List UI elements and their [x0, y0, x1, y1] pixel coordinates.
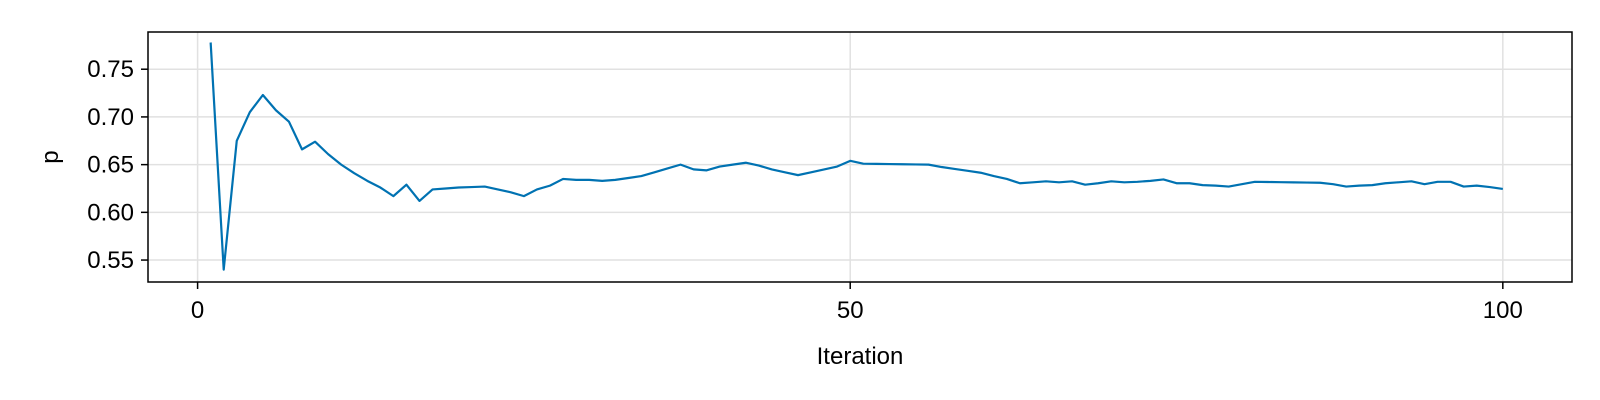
y-tick-label: 0.55: [87, 247, 134, 274]
y-axis-ticks: 0.55 0.60 0.65 0.70 0.75: [87, 56, 148, 274]
x-tick-label: 0: [191, 297, 204, 324]
y-tick-label: 0.60: [87, 199, 134, 226]
y-tick-label: 0.65: [87, 152, 134, 179]
grid-lines: [148, 32, 1572, 282]
y-tick-label: 0.70: [87, 104, 134, 131]
x-axis-ticks: 0 50 100: [191, 282, 1523, 324]
y-tick-label: 0.75: [87, 56, 134, 83]
series-line: [209, 42, 1503, 271]
plot-frame: [147, 31, 1573, 283]
x-axis-label: Iteration: [817, 343, 904, 370]
x-tick-label: 100: [1483, 297, 1523, 324]
series-layer: [209, 42, 1503, 271]
x-tick-label: 50: [837, 297, 864, 324]
y-axis-label: p: [37, 150, 64, 163]
